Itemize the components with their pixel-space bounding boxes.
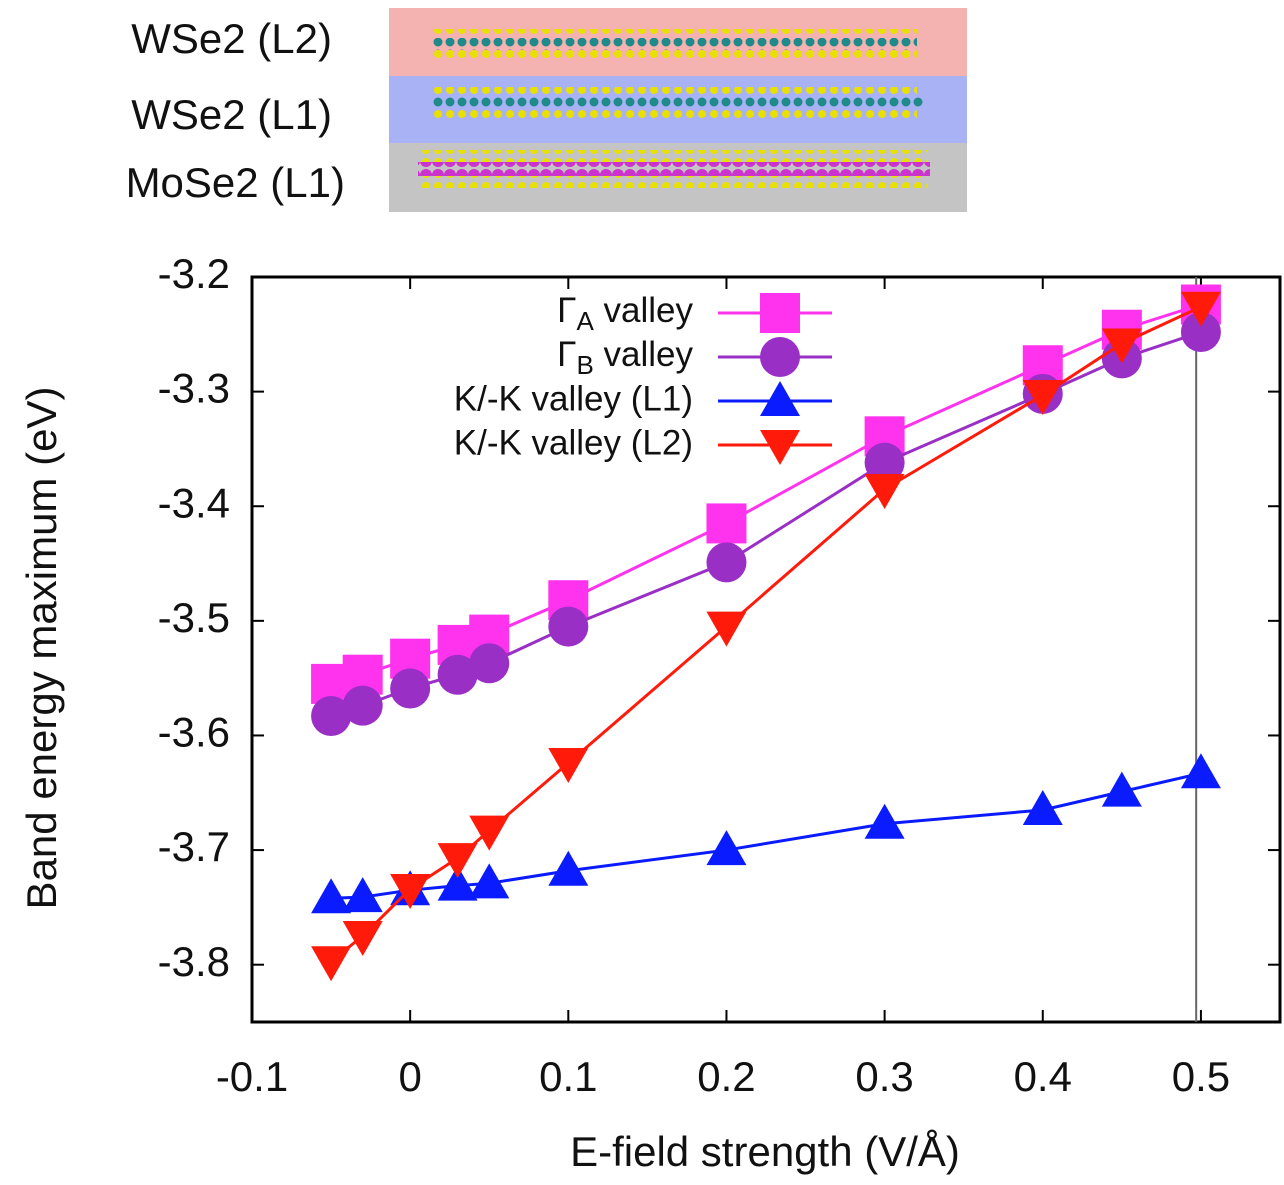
marker	[548, 606, 589, 647]
marker	[311, 946, 352, 982]
marker	[760, 381, 800, 416]
atoms	[433, 97, 923, 109]
plot-frame	[250, 275, 1282, 1024]
y-tick-label: -3.7	[158, 823, 230, 870]
marker	[311, 695, 352, 736]
marker	[469, 815, 510, 851]
atoms	[420, 150, 928, 162]
layer-label: WSe2 (L2)	[131, 15, 332, 62]
atoms	[420, 176, 928, 188]
x-tick-label: -0.1	[216, 1053, 288, 1100]
marker	[342, 877, 383, 913]
marker	[390, 874, 431, 910]
x-tick-label: 0	[398, 1053, 421, 1100]
marker	[1180, 291, 1221, 327]
marker	[1101, 771, 1142, 807]
atoms	[433, 38, 917, 50]
marker	[864, 442, 905, 483]
marker	[548, 747, 589, 783]
atoms	[433, 109, 917, 119]
marker	[1180, 312, 1221, 353]
marker	[342, 685, 383, 726]
marker	[1180, 753, 1221, 789]
marker	[864, 803, 905, 839]
marker	[548, 850, 589, 886]
marker	[760, 293, 800, 333]
legend-label: ΓB valley	[557, 335, 693, 380]
y-tick-label: -3.6	[158, 709, 230, 756]
marker	[1022, 380, 1063, 416]
marker	[1101, 328, 1142, 364]
marker	[706, 830, 747, 866]
marker	[1022, 789, 1063, 825]
y-tick-label: -3.5	[158, 594, 230, 641]
marker	[437, 865, 478, 901]
legend-label: K/-K valley (L2)	[454, 423, 693, 462]
y-tick-label: -3.8	[158, 938, 230, 985]
atoms	[418, 162, 930, 176]
atoms	[433, 29, 917, 39]
marker	[437, 654, 478, 695]
atoms	[433, 87, 917, 97]
marker	[864, 474, 905, 510]
marker	[760, 337, 800, 377]
marker	[469, 643, 510, 684]
marker	[390, 668, 431, 709]
marker	[342, 921, 383, 957]
legend-label: ΓA valley	[557, 291, 693, 336]
x-tick-label: 0.5	[1172, 1053, 1230, 1100]
x-tick-label: 0.1	[539, 1053, 597, 1100]
marker	[760, 430, 800, 465]
legend-label: K/-K valley (L1)	[454, 379, 693, 418]
layer-label: MoSe2 (L1)	[126, 159, 345, 206]
y-axis-label: Band energy maximum (eV)	[18, 387, 65, 910]
x-tick-label: 0.3	[855, 1053, 913, 1100]
y-tick-label: -3.2	[158, 250, 230, 297]
marker	[706, 503, 747, 544]
x-tick-label: 0.2	[697, 1053, 755, 1100]
x-tick-label: 0.4	[1014, 1053, 1072, 1100]
marker	[437, 843, 478, 879]
marker	[706, 611, 747, 647]
y-tick-label: -3.4	[158, 479, 230, 526]
marker	[469, 863, 510, 899]
y-tick-label: -3.3	[158, 365, 230, 412]
marker	[311, 878, 352, 914]
layer-label: WSe2 (L1)	[131, 91, 332, 138]
marker	[706, 542, 747, 583]
structure-inset: WSe2 (L2) WSe2 (L1) MoSe2 (L1)	[126, 8, 967, 212]
atoms	[433, 49, 917, 59]
x-axis-label: E-field strength (V/Å)	[570, 1128, 960, 1175]
